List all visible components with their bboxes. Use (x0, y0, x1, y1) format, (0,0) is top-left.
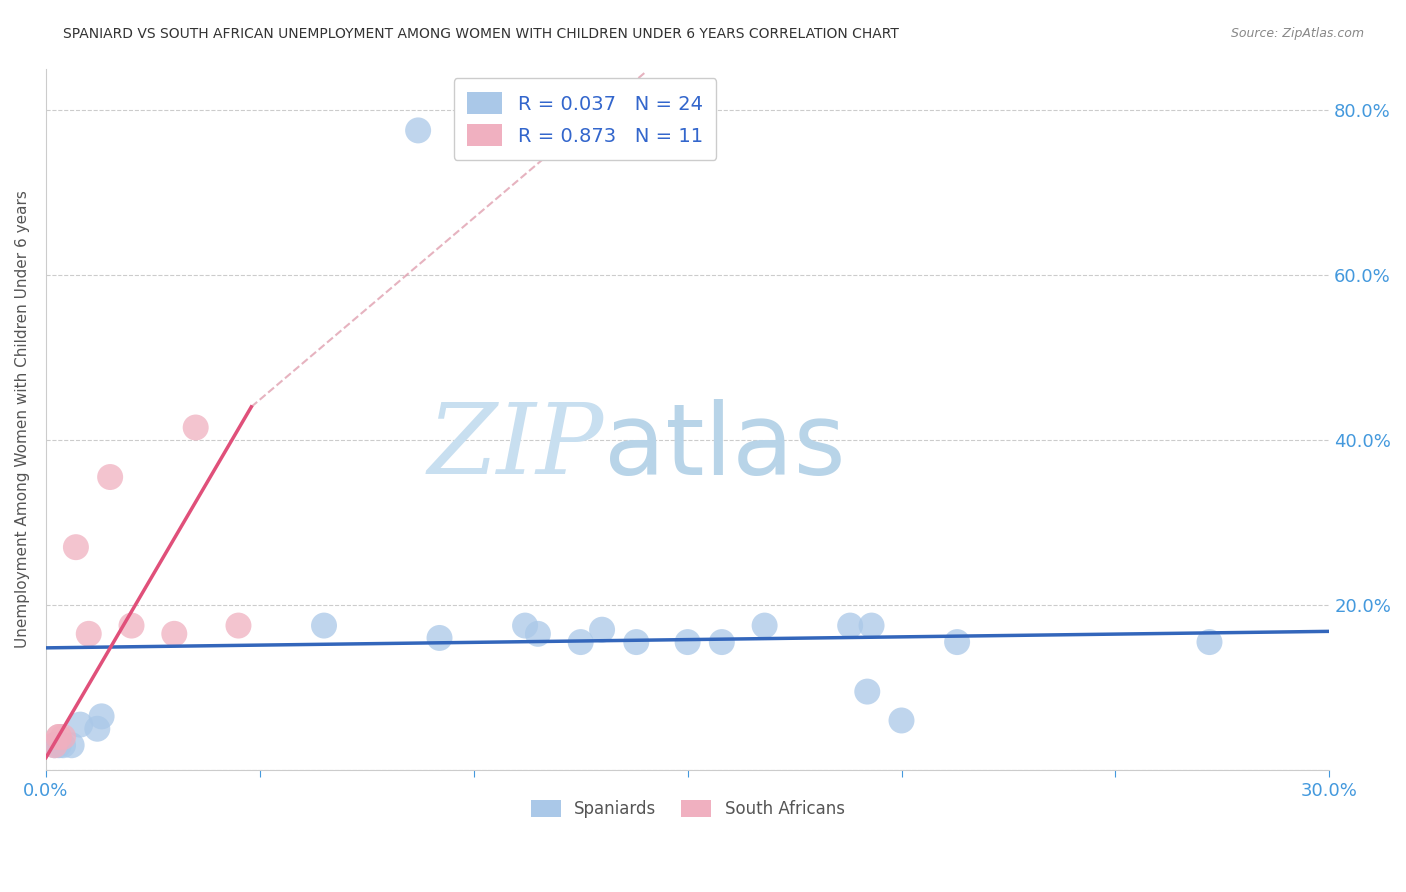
Point (48, 730, 70, 744)
Point (48, 730, 70, 744)
Point (856, 684, 879, 698)
Text: SPANIARD VS SOUTH AFRICAN UNEMPLOYMENT AMONG WOMEN WITH CHILDREN UNDER 6 YEARS C: SPANIARD VS SOUTH AFRICAN UNEMPLOYMENT A… (63, 27, 900, 41)
Point (163, 627, 186, 641)
Point (1198, 635, 1220, 649)
Point (77, 627, 100, 641)
Point (710, 635, 733, 649)
Point (90, 709, 112, 723)
Point (754, 618, 776, 632)
Point (946, 635, 969, 649)
Point (121, 618, 143, 632)
Point (228, 618, 250, 632)
Point (591, 623, 613, 637)
Point (513, 618, 536, 632)
Point (839, 618, 862, 632)
Point (52, 730, 75, 744)
Text: atlas: atlas (605, 399, 846, 496)
Point (44, 738, 66, 752)
Point (86, 722, 108, 736)
Point (44, 738, 66, 752)
Point (527, 627, 550, 641)
Y-axis label: Unemployment Among Women with Children Under 6 years: Unemployment Among Women with Children U… (15, 190, 30, 648)
Point (48, 738, 70, 752)
Point (429, 631, 451, 645)
Text: ZIP: ZIP (427, 400, 605, 495)
Point (184, 420, 207, 434)
Point (676, 635, 699, 649)
Point (406, 123, 429, 137)
Point (60, 738, 83, 752)
Point (890, 714, 912, 728)
Point (312, 618, 335, 632)
Point (98, 470, 121, 484)
Point (52, 738, 75, 752)
Point (626, 635, 648, 649)
Legend: Spaniards, South Africans: Spaniards, South Africans (524, 793, 851, 825)
Point (65, 540, 87, 554)
Point (69, 717, 91, 731)
Point (569, 635, 592, 649)
Point (860, 618, 883, 632)
Text: Source: ZipAtlas.com: Source: ZipAtlas.com (1230, 27, 1364, 40)
